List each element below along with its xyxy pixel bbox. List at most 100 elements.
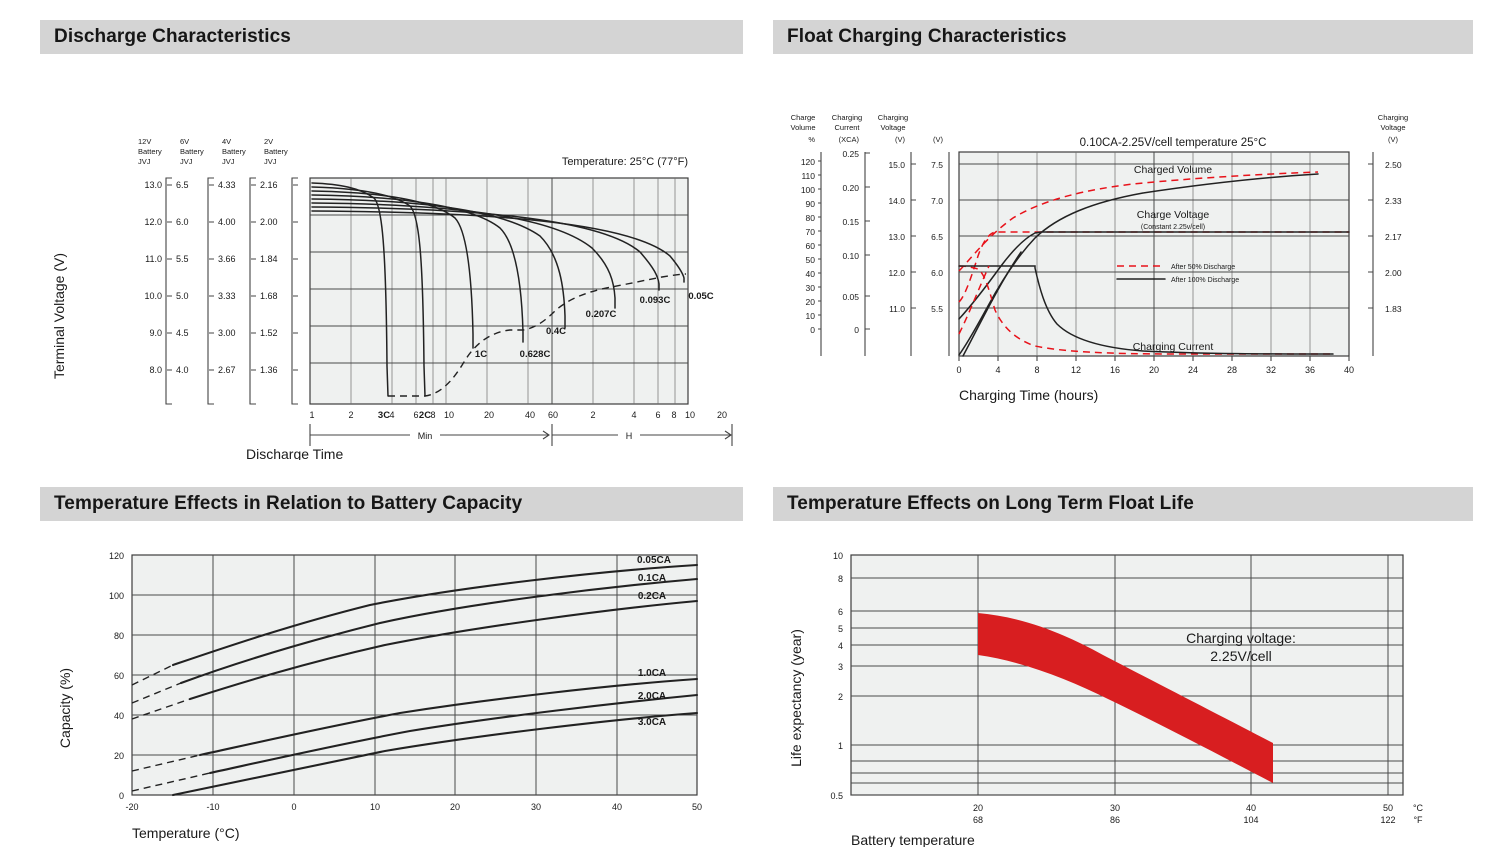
panel-float-charging: Float Charging Characteristics Charge Vo… [773, 20, 1473, 440]
float-header: Float Charging Characteristics [773, 20, 1473, 54]
scale-4v-2: 3.66 [218, 254, 236, 264]
x-tick-h-2: 6 [655, 410, 660, 420]
capacity-label-10ca: 1.0CA [638, 668, 666, 679]
floatlife-x-tick-c-0: 20 [973, 803, 983, 813]
float-x-tick-5: 20 [1149, 365, 1159, 375]
discharge-envelope-dashed [388, 273, 687, 397]
scale-4v-4: 3.00 [218, 328, 236, 338]
scale-12v-0: 13.0 [144, 180, 162, 190]
capacity-x-tick-6: 40 [612, 802, 622, 812]
cv-tick-5: 70 [806, 227, 816, 237]
col-head-6v-l2: Battery [180, 147, 204, 156]
rate-label-0628c: 0.628C [520, 349, 551, 360]
floatlife-y-tick-2: 6 [838, 607, 843, 617]
floatlife-plot: Life expectancy (year) 10 8 6 5 4 3 2 1 … [773, 533, 1473, 847]
curve-charging-current-100 [958, 265, 1334, 355]
cv-tick-4: 80 [806, 213, 816, 223]
rv-tick-1: 2.33 [1385, 196, 1402, 206]
floatlife-red-band [978, 613, 1273, 783]
cv-tick-8: 40 [806, 269, 816, 279]
col-head-4v-l3: JVJ [222, 157, 235, 166]
float-col-cvo-l3: (V) [895, 135, 906, 144]
scale-12v-3: 10.0 [144, 291, 162, 301]
cv-tick-2: 100 [801, 185, 815, 195]
floatlife-x-tick-f-1: 86 [1110, 815, 1120, 825]
cc-tick-3: 0.10 [842, 251, 859, 261]
x-tick-h-0: 2 [590, 410, 595, 420]
x-tick-h-3: 8 [671, 410, 676, 420]
floatlife-header-title: Temperature Effects on Long Term Float L… [787, 493, 1194, 514]
float-x-axis-label: Charging Time (hours) [959, 387, 1098, 403]
curve-charged-volume-100 [958, 173, 1319, 356]
capacity-y-tick-1: 100 [109, 591, 124, 601]
scale-6v-1: 6.0 [176, 217, 189, 227]
range-label-h: H [626, 431, 633, 441]
col-head-6v-l3: JVJ [180, 157, 193, 166]
floatlife-x-tick-f-3: 122 [1380, 815, 1395, 825]
iv-tick-3: 6.0 [931, 268, 943, 278]
float-col-cv-l1: Charge [791, 113, 816, 122]
col-head-2v-l3: JVJ [264, 157, 277, 166]
cvo-tick-2: 13.0 [888, 232, 905, 242]
float-plot: Charge Volume % Charging Current (XCA) C… [773, 66, 1473, 440]
floatlife-y-tick-7: 1 [838, 741, 843, 751]
curve-charging-current-50 [958, 265, 1333, 355]
capacity-x-axis-label: Temperature (°C) [132, 825, 240, 841]
scale-4v-0: 4.33 [218, 180, 236, 190]
float-col-cvo-l1: Charging [878, 113, 908, 122]
x-tick-h-4: 10 [685, 410, 695, 420]
float-x-tick-6: 24 [1188, 365, 1198, 375]
discharge-plot: 12V Battery JVJ 6V Battery JVJ 4V Batter… [40, 66, 743, 460]
floatlife-y-tick-5: 3 [838, 662, 843, 672]
floatlife-x-tick-f-2: 104 [1243, 815, 1258, 825]
cc-tick-1: 0.20 [842, 183, 859, 193]
capacity-y-tick-0: 120 [109, 551, 124, 561]
capacity-y-tick-2: 80 [114, 631, 124, 641]
capacity-y-tick-4: 40 [114, 711, 124, 721]
cv-tick-9: 30 [806, 283, 816, 293]
curve-charge-voltage-50 [958, 231, 1349, 303]
rate-label-0093c: 0.093C [640, 295, 671, 306]
scale-6v-5: 4.0 [176, 365, 189, 375]
col-head-12v-l3: JVJ [138, 157, 151, 166]
scale-2v-1: 2.00 [260, 217, 278, 227]
capacity-y-tick-6: 0 [119, 791, 124, 801]
capacity-svg: Capacity (%) 120 100 80 60 40 20 0 [57, 551, 702, 841]
discharge-curves [311, 182, 685, 397]
floatlife-y-tick-6: 2 [838, 692, 843, 702]
cv-tick-6: 60 [806, 241, 816, 251]
rate-label-2c: 2C [419, 410, 431, 421]
curve-charged-volume-50 [958, 171, 1319, 272]
float-col-cv-l3: % [808, 135, 815, 144]
col-head-6v-l1: 6V [180, 137, 189, 146]
scale-12v-4: 9.0 [149, 328, 162, 338]
col-head-2v-l1: 2V [264, 137, 273, 146]
cc-tick-4: 0.05 [842, 292, 859, 302]
capacity-curves [131, 563, 699, 797]
rate-label-3c: 3C [378, 410, 390, 421]
float-anno-charge-voltage: Charge Voltage [1137, 209, 1210, 221]
scale-6v-2: 5.5 [176, 254, 189, 264]
x-tick-min-0: 1 [309, 410, 314, 420]
iv-tick-0: 7.5 [931, 160, 943, 170]
x-tick-min-8: 60 [548, 410, 558, 420]
floatlife-x-axis-label: Battery temperature [851, 832, 975, 847]
float-x-tick-1: 4 [995, 365, 1000, 375]
curve-aux-red-rise [958, 265, 990, 335]
scale-12v-5: 8.0 [149, 365, 162, 375]
cc-tick-0: 0.25 [842, 149, 859, 159]
panel-float-life: Temperature Effects on Long Term Float L… [773, 487, 1473, 847]
cv-tick-10: 20 [806, 297, 816, 307]
cvo-tick-3: 12.0 [888, 268, 905, 278]
float-col-cc-l2: Current [834, 123, 860, 132]
col-head-12v-l2: Battery [138, 147, 162, 156]
iv-tick-1: 7.0 [931, 196, 943, 206]
x-tick-min-5: 10 [444, 410, 454, 420]
float-legend: After 50% Discharge After 100% Discharge [1116, 264, 1239, 284]
floatlife-y-tick-4: 4 [838, 641, 843, 651]
float-col-cv-l2: Volume [790, 123, 815, 132]
x-tick-min-6: 20 [484, 410, 494, 420]
capacity-label-30ca: 3.0CA [638, 717, 666, 728]
capacity-y-tick-5: 20 [114, 751, 124, 761]
scale-4v-5: 2.67 [218, 365, 236, 375]
